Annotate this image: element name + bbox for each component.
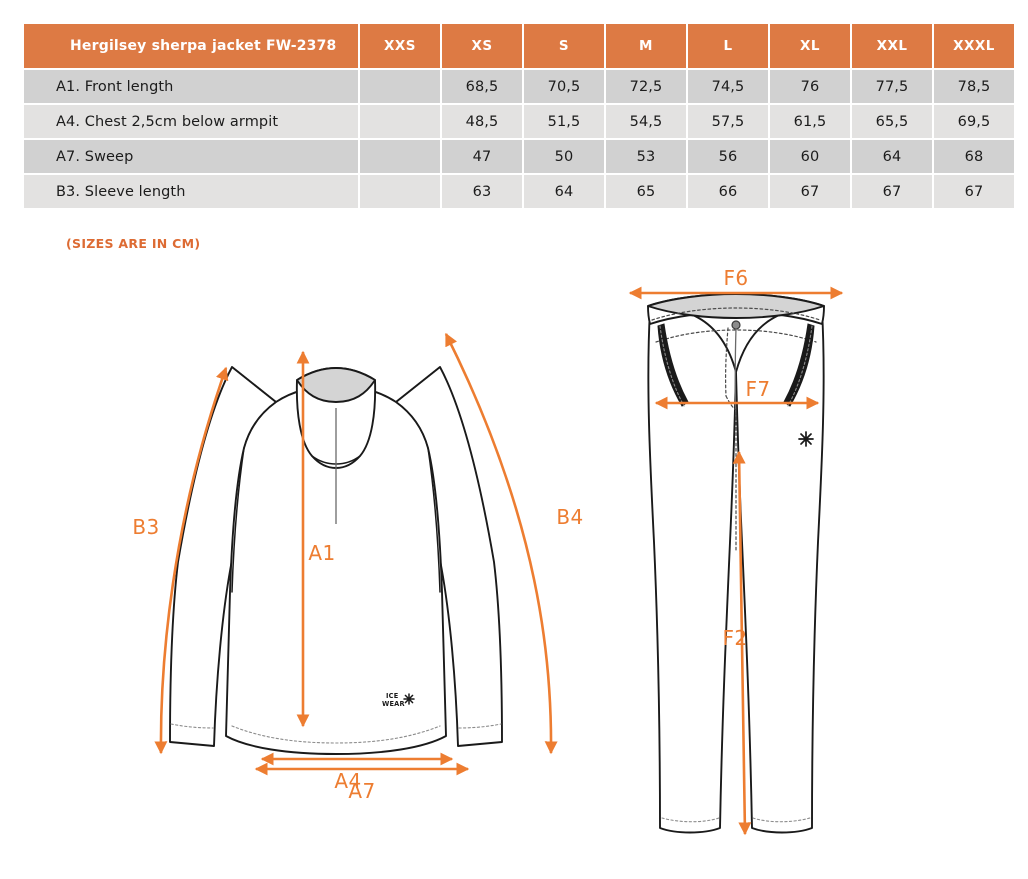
pants-fly-center: [734, 327, 737, 421]
size-chart-table: Hergilsey sherpa jacket FW-2378 XXS XS S…: [22, 22, 1016, 210]
ice-wear-logo: ICE WEAR: [382, 692, 415, 708]
measure-b3-label: B3: [132, 515, 159, 539]
cell-value: 72,5: [606, 70, 686, 103]
cell-value: 67: [770, 175, 850, 208]
cell-value: [360, 105, 440, 138]
size-header-m: M: [606, 24, 686, 68]
snowflake-icon: [798, 431, 814, 447]
cell-value: 67: [852, 175, 932, 208]
measure-f2-label: F2: [722, 626, 747, 650]
pants-left-hem-stitch: [661, 817, 720, 823]
jacket-left-shoulder-seam: [231, 366, 277, 403]
cell-value: 65,5: [852, 105, 932, 138]
cell-value: 76: [770, 70, 850, 103]
table-body: A1. Front length 68,5 70,5 72,5 74,5 76 …: [24, 70, 1014, 208]
cell-value: 50: [524, 140, 604, 173]
cell-value: 69,5: [934, 105, 1014, 138]
cell-value: 67: [934, 175, 1014, 208]
pants-button-icon: [731, 320, 741, 330]
measure-a1: A1: [296, 350, 335, 728]
size-header-xxl: XXL: [852, 24, 932, 68]
cell-value: 64: [852, 140, 932, 173]
pants-illustration: F6 F7 F2: [628, 266, 844, 836]
cell-value: 48,5: [442, 105, 522, 138]
cell-value: [360, 140, 440, 173]
jacket-right-armhole: [395, 401, 429, 449]
cell-value: 64: [524, 175, 604, 208]
measure-f2: F2: [722, 450, 752, 836]
jacket-left-side-seam: [231, 447, 245, 593]
cell-value: 53: [606, 140, 686, 173]
table-row: A1. Front length 68,5 70,5 72,5 74,5 76 …: [24, 70, 1014, 103]
pants-fly-stitch: [725, 327, 729, 397]
measure-f6-label: F6: [723, 266, 748, 290]
size-header-xs: XS: [442, 24, 522, 68]
measure-f7: F7: [654, 377, 820, 410]
jacket-right-shoulder-seam: [395, 366, 441, 403]
cell-value: 61,5: [770, 105, 850, 138]
cell-value: 54,5: [606, 105, 686, 138]
jacket-right-side-seam: [427, 447, 441, 593]
pants-right-hem-stitch: [752, 817, 811, 823]
cell-value: 57,5: [688, 105, 768, 138]
measure-f6: F6: [628, 266, 844, 300]
cell-value: 60: [770, 140, 850, 173]
cell-value: [360, 175, 440, 208]
jacket-collar-inner: [296, 367, 376, 403]
measure-a1-label: A1: [308, 541, 335, 565]
snowflake-icon: [403, 693, 415, 705]
measure-f7-label: F7: [745, 377, 770, 401]
measurement-label: A7. Sweep: [24, 140, 358, 173]
garment-diagrams: ICE WEAR A4 A1 A7: [0, 262, 1028, 879]
cell-value: 47: [442, 140, 522, 173]
cell-value: 68: [934, 140, 1014, 173]
pants-yoke-stitch: [655, 329, 817, 343]
cell-value: 74,5: [688, 70, 768, 103]
table-row: A7. Sweep 47 50 53 56 60 64 68: [24, 140, 1014, 173]
pants-left-leg: [647, 308, 737, 834]
product-title: Hergilsey sherpa jacket FW-2378: [24, 24, 358, 68]
cell-value: 77,5: [852, 70, 932, 103]
jacket-hem-stitch: [231, 725, 441, 744]
cell-value: 65: [606, 175, 686, 208]
cell-value: 56: [688, 140, 768, 173]
jacket-illustration: ICE WEAR A4 A1 A7: [132, 332, 583, 803]
measure-b3: B3: [132, 366, 229, 755]
measurement-label: A4. Chest 2,5cm below armpit: [24, 105, 358, 138]
size-header-l: L: [688, 24, 768, 68]
cell-value: 51,5: [524, 105, 604, 138]
cell-value: 78,5: [934, 70, 1014, 103]
measurement-label: A1. Front length: [24, 70, 358, 103]
measurement-label: B3. Sleeve length: [24, 175, 358, 208]
size-header-xl: XL: [770, 24, 850, 68]
table-header: Hergilsey sherpa jacket FW-2378 XXS XS S…: [24, 24, 1014, 68]
size-header-s: S: [524, 24, 604, 68]
measure-f2-arrow: [732, 450, 752, 836]
cell-value: 63: [442, 175, 522, 208]
measure-b4-label: B4: [556, 505, 583, 529]
jacket-left-armhole: [243, 401, 277, 449]
table-row: A4. Chest 2,5cm below armpit 48,5 51,5 5…: [24, 105, 1014, 138]
cell-value: 68,5: [442, 70, 522, 103]
measure-a7-label: A7: [348, 779, 375, 803]
size-header-xxs: XXS: [360, 24, 440, 68]
measure-b4: B4: [444, 332, 583, 755]
size-header-xxxl: XXXL: [934, 24, 1014, 68]
brand-line-1: ICE: [386, 692, 399, 700]
brand-line-2: WEAR: [382, 700, 405, 708]
table-row: B3. Sleeve length 63 64 65 66 67 67 67: [24, 175, 1014, 208]
units-note: (SIZES ARE IN CM): [66, 236, 201, 251]
pants-waistband-stitch: [651, 307, 821, 321]
measure-b4-arrow: [444, 332, 558, 755]
measure-b3-arrow: [154, 366, 229, 755]
measure-a7: A7: [254, 762, 470, 803]
cell-value: [360, 70, 440, 103]
table-header-row: Hergilsey sherpa jacket FW-2378 XXS XS S…: [24, 24, 1014, 68]
pants-right-leg: [735, 308, 825, 834]
cell-value: 66: [688, 175, 768, 208]
cell-value: 70,5: [524, 70, 604, 103]
